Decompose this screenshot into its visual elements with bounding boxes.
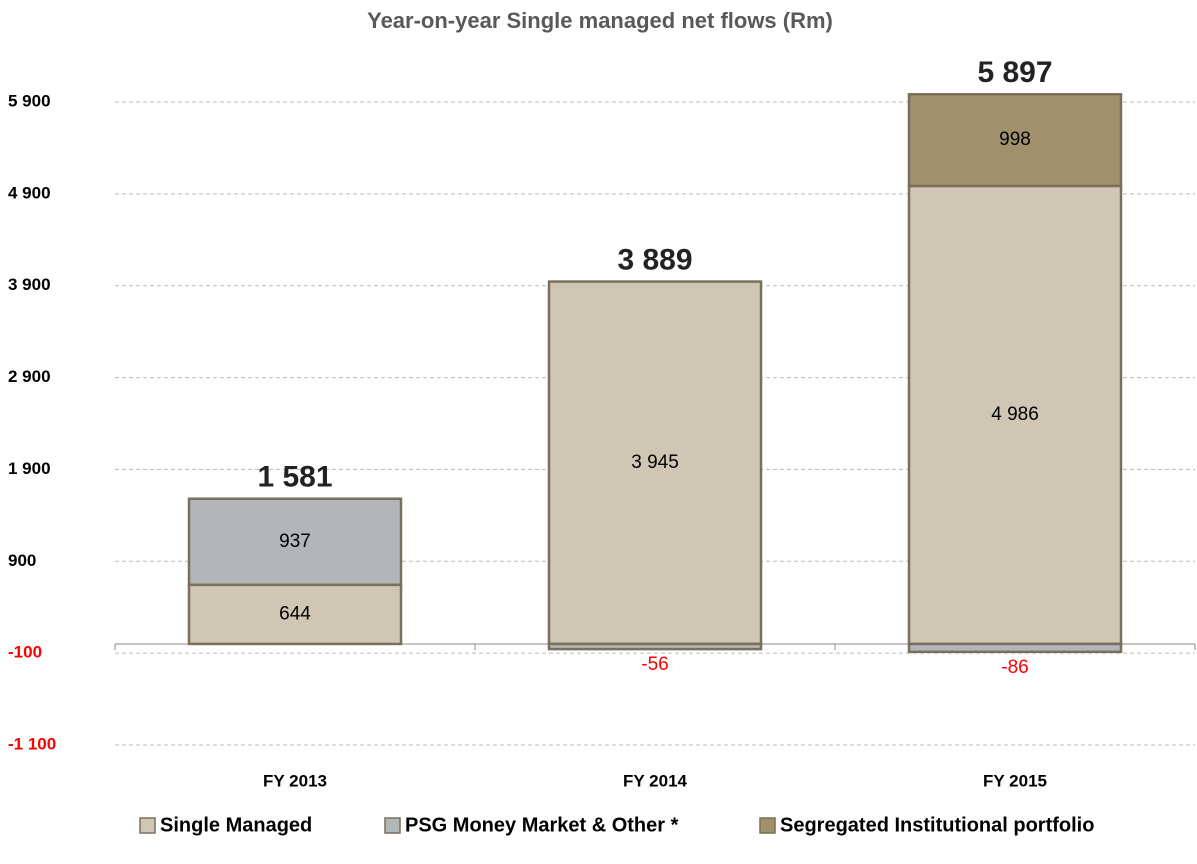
total-label: 5 897 [977, 56, 1052, 89]
data-label: 937 [279, 531, 311, 552]
y-tick-label: -100 [8, 643, 42, 662]
data-label: 4 986 [991, 404, 1039, 425]
x-tick-label: FY 2014 [623, 771, 688, 790]
bar-segment [187, 497, 403, 587]
legend-swatch [384, 817, 401, 834]
y-tick-label: -1 100 [8, 734, 56, 753]
bar-segment [907, 184, 1123, 646]
data-label: -56 [641, 654, 668, 675]
y-tick-label: 900 [8, 551, 36, 570]
legend-swatch [759, 817, 776, 834]
bar-segment [187, 583, 403, 646]
bar-segment [547, 280, 763, 646]
data-label: -86 [1001, 657, 1028, 678]
y-tick-label: 4 900 [8, 183, 51, 202]
legend-swatch [139, 817, 156, 834]
total-label: 1 581 [257, 461, 332, 494]
chart-title: Year-on-year Single managed net flows (R… [367, 8, 833, 33]
y-tick-label: 1 900 [8, 459, 51, 478]
x-tick-label: FY 2013 [263, 771, 327, 790]
data-label: 998 [999, 129, 1031, 150]
total-label: 3 889 [617, 244, 692, 277]
data-label: 3 945 [631, 452, 679, 473]
bar-segment [547, 642, 763, 651]
x-tick-label: FY 2015 [983, 771, 1047, 790]
data-label: 644 [279, 603, 311, 624]
bar-segment [907, 93, 1123, 188]
legend-label: Segregated Institutional portfolio [780, 814, 1094, 836]
legend-label: PSG Money Market & Other * [405, 814, 679, 836]
y-tick-label: 2 900 [8, 367, 51, 386]
y-tick-label: 3 900 [8, 275, 51, 294]
legend-label: Single Managed [160, 814, 312, 836]
bar-segment [907, 642, 1123, 654]
y-tick-label: 5 900 [8, 91, 51, 110]
